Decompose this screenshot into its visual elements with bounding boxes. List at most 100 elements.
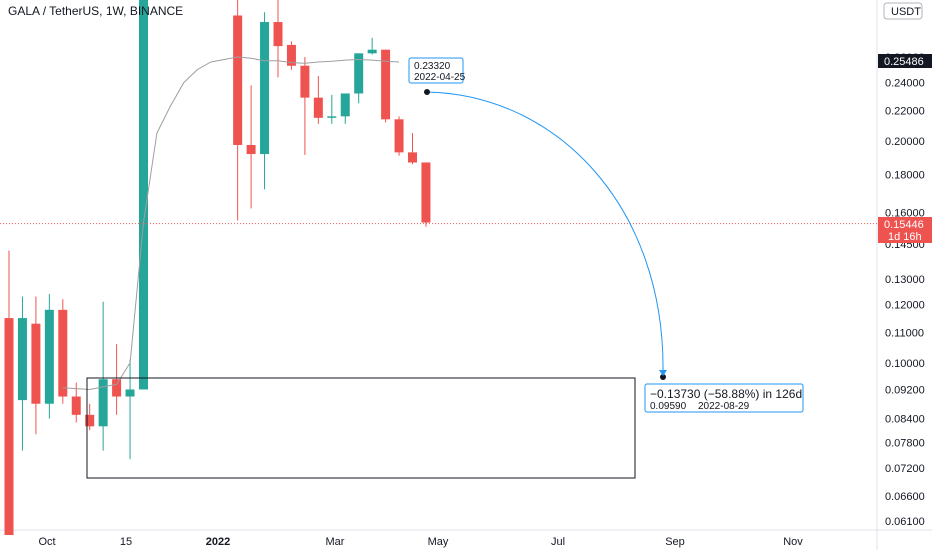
projection-start-date: 2022-04-25: [414, 72, 466, 83]
candle[interactable]: [286, 41, 296, 70]
price-tick-label: 0.22000: [885, 106, 925, 118]
price-tick-label: 0.11000: [885, 327, 924, 339]
price-tick-label: 0.08400: [885, 414, 925, 426]
last-price-text: 0.15446: [884, 219, 924, 231]
candle[interactable]: [394, 116, 404, 156]
price-tick-label: 0.07200: [885, 463, 925, 475]
time-axis[interactable]: Oct 15 2022 Mar May Jul Sep Nov: [38, 536, 803, 548]
candle-body: [4, 318, 14, 535]
currency-selector[interactable]: USDT: [883, 2, 923, 20]
candle[interactable]: [125, 359, 135, 460]
time-tick-label: May: [428, 536, 449, 548]
candle[interactable]: [98, 301, 108, 451]
candle[interactable]: [246, 85, 256, 209]
candle[interactable]: [17, 296, 27, 451]
price-tick-label: 0.10000: [885, 358, 925, 370]
candle[interactable]: [340, 93, 350, 124]
candle[interactable]: [381, 49, 391, 123]
candle-body: [139, 0, 148, 390]
candle[interactable]: [408, 133, 417, 165]
price-tick-label: 0.20000: [885, 136, 925, 148]
projection-start-price: 0.23320: [414, 61, 451, 72]
candle-body: [85, 414, 95, 427]
candle-body: [246, 144, 256, 155]
candle-body: [125, 389, 135, 397]
candle-body: [71, 396, 81, 415]
candle[interactable]: [71, 382, 81, 423]
candle[interactable]: [139, 0, 148, 390]
candle[interactable]: [354, 53, 364, 104]
candle[interactable]: [313, 76, 323, 124]
candle-body: [354, 53, 364, 94]
time-tick-label: Oct: [38, 536, 55, 548]
candle-body: [233, 15, 243, 145]
candle-body: [273, 22, 283, 47]
candle-body: [367, 49, 377, 54]
price-tick-label: 0.07800: [885, 437, 925, 449]
candle-body: [313, 97, 323, 118]
projection-end-price: 0.09590: [650, 401, 687, 412]
time-tick-label: Nov: [783, 536, 803, 548]
candle-body: [340, 93, 350, 117]
projection-arrowhead: [659, 370, 667, 376]
candle-body: [286, 44, 296, 66]
candle[interactable]: [58, 299, 68, 404]
projection-start-dot[interactable]: [424, 89, 430, 95]
projection-curve[interactable]: [426, 91, 664, 373]
candle-body: [327, 116, 337, 118]
time-tick-label: Jul: [551, 536, 565, 548]
candle[interactable]: [273, 0, 283, 78]
candle[interactable]: [233, 0, 243, 221]
candle-body: [98, 379, 108, 427]
candle[interactable]: [4, 250, 14, 535]
candle[interactable]: [260, 12, 270, 190]
projection-change: −0.13730 (−58.88%) in 126d: [650, 387, 802, 401]
price-tick-label: 0.06100: [885, 516, 925, 528]
price-tick-label: 0.16000: [885, 207, 925, 219]
ma-value-badge: 0.25486: [878, 54, 932, 68]
candle-body: [44, 309, 54, 404]
candle-body: [408, 152, 417, 163]
currency-label: USDT: [891, 6, 921, 18]
projection-end-dot[interactable]: [660, 374, 666, 380]
candle[interactable]: [327, 94, 337, 124]
candle-body: [58, 309, 68, 397]
chart-title: GALA / TetherUS, 1W, BINANCE: [8, 4, 183, 18]
projection-end-date: 2022-08-29: [698, 401, 750, 412]
candle[interactable]: [31, 296, 41, 435]
candle-body: [300, 65, 310, 98]
candle-body: [381, 49, 391, 120]
candle[interactable]: [367, 37, 377, 55]
target-zone-rectangle[interactable]: [86, 377, 636, 479]
moving-average-line: [62, 56, 400, 391]
candle[interactable]: [112, 344, 122, 415]
moving-average-group: [62, 56, 400, 391]
time-tick-label: Sep: [665, 536, 685, 548]
countdown-text: 1d 16h: [888, 231, 922, 243]
candle[interactable]: [44, 293, 54, 419]
candle-body: [260, 22, 270, 155]
candle-body: [112, 379, 122, 397]
last-price-badge: 0.15446 1d 16h: [878, 217, 932, 243]
time-tick-label: Mar: [326, 536, 345, 548]
candle-body: [17, 318, 27, 401]
price-tick-label: 0.12000: [885, 300, 925, 312]
projection-end-annotation[interactable]: −0.13730 (−58.88%) in 126d 0.09590 2022-…: [644, 383, 804, 413]
candle-body: [31, 323, 41, 404]
candles-group: [4, 0, 431, 535]
candle[interactable]: [85, 403, 95, 431]
price-tick-label: 0.24000: [885, 78, 925, 90]
candle-body: [394, 119, 404, 153]
projection-start-annotation[interactable]: 0.23320 2022-04-25: [408, 57, 466, 84]
price-tick-label: 0.13000: [885, 274, 925, 286]
candle-body: [421, 162, 431, 223]
time-tick-label: 15: [120, 536, 132, 548]
candle[interactable]: [300, 57, 310, 155]
candle[interactable]: [421, 162, 431, 227]
price-tick-label: 0.18000: [885, 170, 925, 182]
price-tick-label: 0.09200: [885, 385, 925, 397]
time-tick-label: 2022: [206, 536, 230, 548]
ma-value-text: 0.25486: [884, 56, 924, 68]
